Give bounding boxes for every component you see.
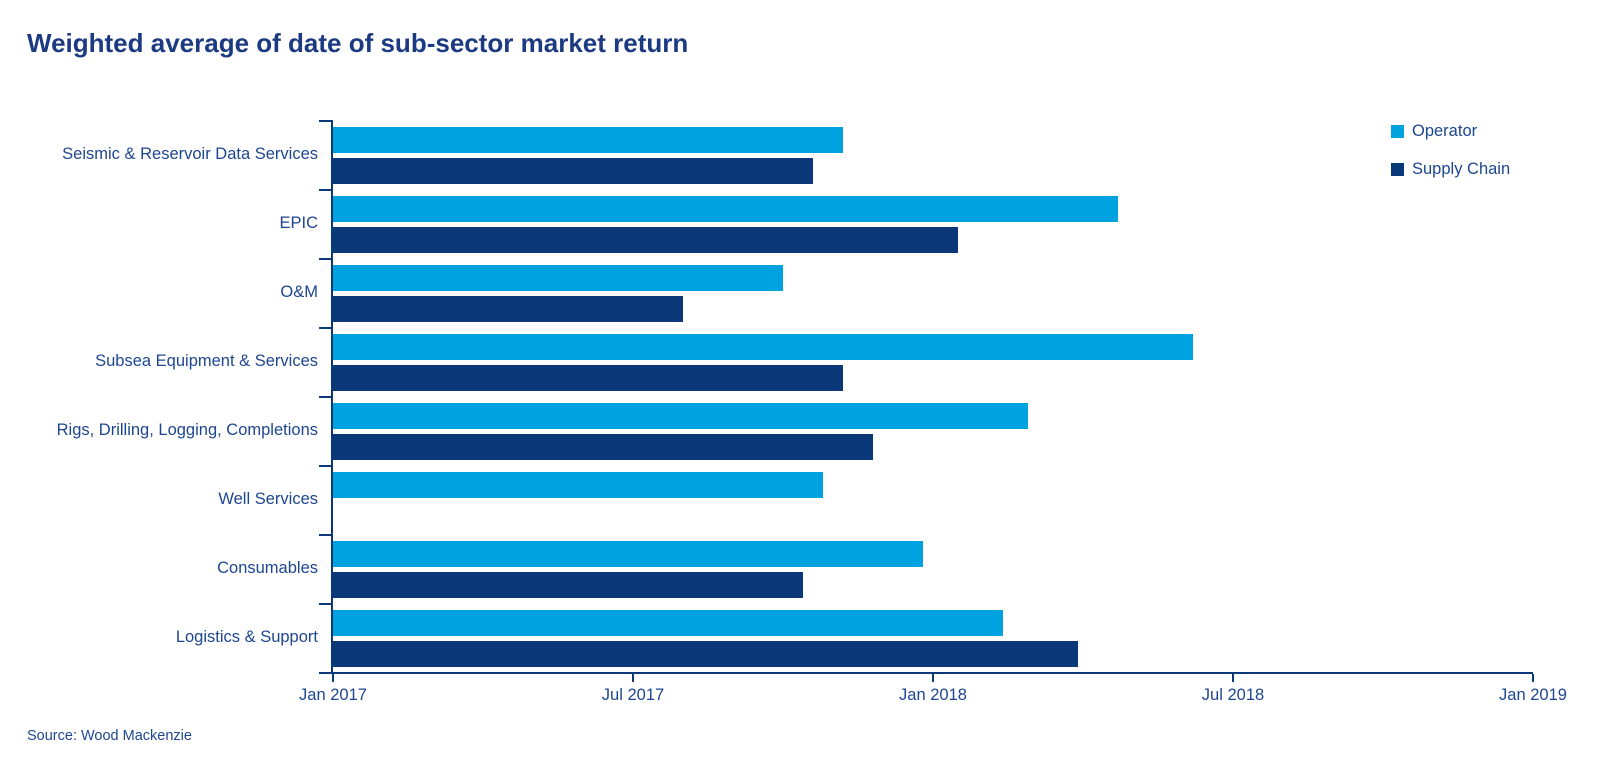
- legend: Operator Supply Chain: [1391, 122, 1510, 198]
- x-axis-label: Jan 2019: [1499, 686, 1567, 704]
- bar-operator: [333, 541, 923, 567]
- category-label: EPIC: [279, 214, 318, 232]
- category-label: Consumables: [217, 559, 318, 577]
- y-axis-tick: [319, 189, 331, 191]
- category-label: Seismic & Reservoir Data Services: [62, 145, 318, 163]
- bar-operator: [333, 334, 1193, 360]
- legend-item-supply-chain: Supply Chain: [1391, 160, 1510, 179]
- x-axis-label: Jul 2018: [1201, 686, 1265, 704]
- y-axis-tick: [319, 258, 331, 260]
- bar-supply-chain: [333, 365, 843, 391]
- source-note: Source: Wood Mackenzie: [27, 728, 192, 744]
- bar-supply-chain: [333, 641, 1078, 667]
- y-axis-tick: [319, 534, 331, 536]
- y-axis-tick: [319, 120, 331, 122]
- category-label: Well Services: [218, 490, 318, 508]
- category-label: Rigs, Drilling, Logging, Completions: [56, 421, 318, 439]
- y-axis-tick: [319, 603, 331, 605]
- bar-supply-chain: [333, 434, 873, 460]
- bar-operator: [333, 472, 823, 498]
- bar-supply-chain: [333, 572, 803, 598]
- bar-supply-chain: [333, 158, 813, 184]
- bar-operator: [333, 265, 783, 291]
- legend-swatch-supply-chain-icon: [1391, 163, 1404, 176]
- x-axis-line: [331, 672, 1533, 674]
- legend-label-supply-chain: Supply Chain: [1412, 160, 1511, 178]
- bar-supply-chain: [333, 227, 958, 253]
- bar-operator: [333, 403, 1028, 429]
- y-axis-tick: [319, 396, 331, 398]
- category-label: Logistics & Support: [175, 628, 318, 646]
- y-axis-tick: [319, 465, 331, 467]
- x-axis-tick: [332, 674, 334, 682]
- x-axis-label: Jan 2017: [299, 686, 367, 704]
- bar-operator: [333, 127, 843, 153]
- bar-supply-chain: [333, 296, 683, 322]
- legend-label-operator: Operator: [1412, 122, 1478, 140]
- x-axis-tick: [1532, 674, 1534, 682]
- category-label: O&M: [280, 283, 318, 301]
- bar-operator: [333, 196, 1118, 222]
- x-axis-label: Jul 2017: [601, 686, 665, 704]
- category-label: Subsea Equipment & Services: [95, 352, 318, 370]
- x-axis-tick: [932, 674, 934, 682]
- x-axis-label: Jan 2018: [899, 686, 967, 704]
- x-axis-tick: [1232, 674, 1234, 682]
- y-axis-tick: [319, 327, 331, 329]
- x-axis-tick: [632, 674, 634, 682]
- y-axis-tick: [319, 672, 331, 674]
- bar-operator: [333, 610, 1003, 636]
- chart-title: Weighted average of date of sub-sector m…: [27, 28, 689, 58]
- legend-item-operator: Operator: [1391, 122, 1510, 141]
- legend-swatch-operator-icon: [1391, 125, 1404, 138]
- y-axis-line: [331, 120, 333, 674]
